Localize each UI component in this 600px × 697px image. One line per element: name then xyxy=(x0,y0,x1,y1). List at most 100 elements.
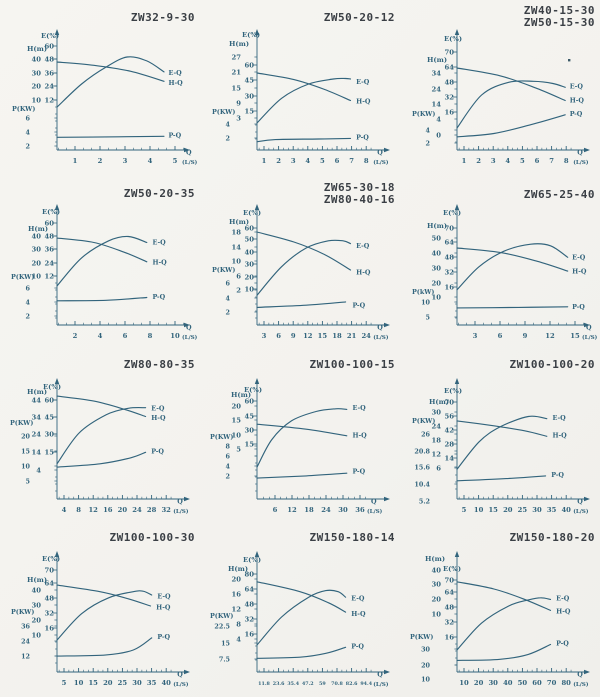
p-tick-label: 8 xyxy=(226,442,231,450)
x-tick-label: 18 xyxy=(332,332,342,340)
curve-h-q xyxy=(256,423,348,437)
e-tick-label: 60 xyxy=(45,396,55,404)
e-tick-label: 45 xyxy=(45,413,55,421)
curve-label-h-q: H-Q xyxy=(356,97,371,105)
curve-label-p-q: P-Q xyxy=(152,293,165,301)
h-tick-label: 34 xyxy=(432,69,442,77)
x-tick-label: 59 xyxy=(319,681,326,687)
chart-title: ZW80-80-35 xyxy=(123,358,195,371)
p-tick-label: 2 xyxy=(226,308,230,316)
x-axis-arrow xyxy=(384,322,390,328)
e-tick-label: 32 xyxy=(45,609,55,617)
p-tick-label: 10.4 xyxy=(414,480,430,488)
curve-label-e-q: E-Q xyxy=(556,595,570,603)
h-tick-label: 30 xyxy=(432,264,442,272)
x-tick-label: 3 xyxy=(491,157,496,165)
e-tick-label: 42 xyxy=(445,426,455,434)
p-tick-label: 4 xyxy=(226,294,231,302)
e-tick-label: 10 xyxy=(245,285,255,293)
q-axis-symbol: Q xyxy=(377,149,383,157)
q-axis-symbol: Q xyxy=(186,324,192,332)
p-tick-label: 2 xyxy=(226,472,230,480)
x-tick-label: 7 xyxy=(349,157,354,165)
x-axis-arrow xyxy=(584,669,590,675)
x-tick-label: 32 xyxy=(161,506,171,514)
p-tick-label: 4 xyxy=(226,120,231,128)
e-tick-label: 20 xyxy=(245,273,255,281)
x-tick-label: 2 xyxy=(73,332,78,340)
h-tick-label: 10 xyxy=(32,96,42,104)
p-tick-label: 12 xyxy=(21,652,30,660)
p-tick-label: 7.5 xyxy=(219,655,230,663)
h-axis-label: H(m) xyxy=(27,388,47,396)
x-tick-label: 6 xyxy=(123,332,128,340)
pump-chart-zw65-30-18: ZW65-30-18 ZW80-40-16 60 50 40 30 20 10 18 14 10 6… xyxy=(200,175,400,349)
pump-chart-zw50-20-35: ZW50-20-35 60 48 36 24 12 40 30 20 10 6 4 2 E(%) H(m) P… xyxy=(0,175,200,349)
h-tick-label: 30 xyxy=(32,601,42,609)
x-tick-label: 8 xyxy=(564,157,569,165)
p-axis-label: P(KW) xyxy=(410,633,433,641)
e-tick-label: 28 xyxy=(445,440,455,448)
h-axis-label: H(m) xyxy=(429,398,449,406)
pump-chart-zw50-20-12: ZW50-20-12 60 45 30 15 27 21 15 9 3 4 2 E(%) H(m) P(KW… xyxy=(200,0,400,175)
e-tick-label: 60 xyxy=(245,224,255,232)
e-tick-label: 64 xyxy=(445,238,455,246)
x-tick-label: 15 xyxy=(570,332,580,340)
curve-label-h-q: H-Q xyxy=(356,268,371,276)
curve-label-h-q: H-Q xyxy=(152,259,167,267)
scan-speck xyxy=(568,59,571,62)
h-tick-label: 30 xyxy=(432,408,442,416)
chart-title: ZW100-100-20 xyxy=(509,358,595,371)
curve-h-q xyxy=(56,395,147,418)
curve-label-e-q: E-Q xyxy=(157,592,171,600)
x-tick-label: 3 xyxy=(473,332,478,340)
p-tick-label: 6 xyxy=(26,114,31,122)
e-tick-label: 70 xyxy=(445,224,455,232)
y-axis-arrow xyxy=(454,551,460,557)
curve-label-h-q: H-Q xyxy=(352,431,367,439)
h-tick-label: 24 xyxy=(432,85,442,93)
h-tick-label: 14 xyxy=(232,243,242,251)
e-axis-label: E(%) xyxy=(443,565,461,573)
e-axis-label: E(%) xyxy=(444,387,462,395)
e-tick-label: 15 xyxy=(45,448,55,456)
p-axis-label: P(KW) xyxy=(212,266,235,274)
h-tick-label: 20 xyxy=(432,595,442,603)
p-tick-label: 5 xyxy=(426,313,430,321)
x-tick-label: 16 xyxy=(103,506,113,514)
e-tick-label: 80 xyxy=(245,570,255,578)
p-tick-label: 4 xyxy=(426,126,431,134)
h-tick-label: 30 xyxy=(32,245,42,253)
h-axis-label: H(m) xyxy=(425,555,445,563)
h-tick-label: 40 xyxy=(32,55,42,63)
x-tick-label: 30 xyxy=(488,679,498,687)
q-axis-symbol: Q xyxy=(586,324,592,332)
x-axis-arrow xyxy=(584,147,590,153)
curve-p-q xyxy=(456,114,566,138)
h-tick-label: 50 xyxy=(432,234,442,242)
x-tick-label: 8 xyxy=(148,332,153,340)
pump-chart-zw80-80-35: ZW80-80-35 60 45 30 15 44 34 24 14 4 20 15 10 5 E(%) H(… xyxy=(0,349,200,522)
curve-e-q xyxy=(56,235,148,287)
x-tick-label: 30 xyxy=(132,679,142,687)
x-tick-label: 20 xyxy=(503,506,513,514)
e-axis-label: E(%) xyxy=(42,208,60,216)
x-tick-label: 36 xyxy=(355,506,365,514)
x-tick-label: 6 xyxy=(498,332,503,340)
e-tick-label: 14 xyxy=(445,454,455,462)
x-tick-label: 25 xyxy=(118,679,128,687)
curve-p-q xyxy=(456,643,552,661)
p-axis-label: P(kW) xyxy=(412,288,434,296)
h-tick-label: 20 xyxy=(32,259,42,267)
p-axis-label: P(KW) xyxy=(12,105,35,113)
x-tick-label: 6 xyxy=(335,157,340,165)
e-tick-label: 16 xyxy=(445,283,455,291)
h-axis-label: H(m) xyxy=(427,222,447,230)
e-tick-label: 48 xyxy=(245,600,255,608)
h-axis-label: H(m) xyxy=(27,576,47,584)
y-axis-arrow xyxy=(254,378,260,384)
e-tick-label: 24 xyxy=(45,259,55,267)
e-axis-label: E(%) xyxy=(43,383,61,391)
p-tick-label: 20 xyxy=(21,432,30,440)
